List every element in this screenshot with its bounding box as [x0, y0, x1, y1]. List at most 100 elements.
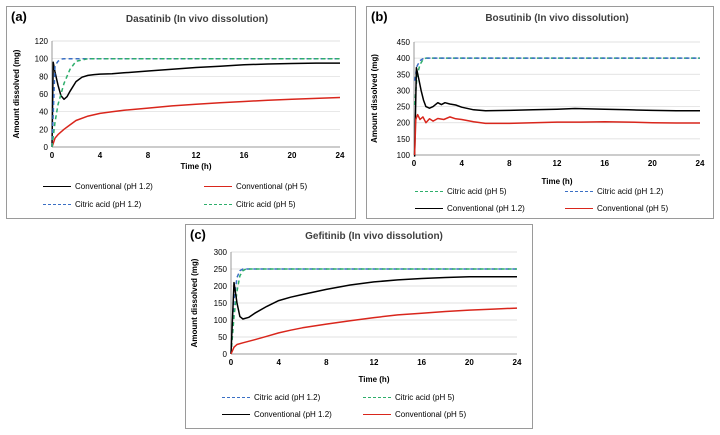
y-tick-label: 300 [214, 248, 228, 257]
y-tick-label: 120 [35, 37, 49, 46]
legend-label: Conventional (pH 1.2) [75, 182, 153, 191]
y-tick-label: 60 [39, 90, 48, 99]
legend-label: Conventional (pH 5) [236, 182, 308, 191]
series-line-conventional-ph-5 [51, 96, 341, 148]
x-tick-label: 12 [192, 151, 201, 160]
legend-label: Conventional (pH 1.2) [254, 410, 332, 419]
legend-label: Conventional (pH 5) [395, 410, 467, 419]
chart-svg-c: Gefitinib (In vivo dissolution) 0 50 100 150… [190, 231, 522, 384]
legend-item: Conventional (pH 1.2) [222, 410, 332, 419]
legend-line-icon [565, 208, 593, 209]
panel-label-b: (b) [371, 9, 388, 24]
y-tick-label: 250 [214, 265, 228, 274]
series-line-citric-acid-ph-5 [51, 57, 340, 148]
y-tick-label: 400 [397, 54, 411, 63]
series-line-citric-acid-ph-5 [230, 268, 517, 355]
chart-title: Dasatinib (In vivo dissolution) [126, 14, 268, 25]
y-tick-label: 0 [223, 350, 228, 359]
y-tick-label: 350 [397, 70, 411, 79]
legend-line-icon [565, 191, 593, 192]
legend-line-icon [43, 186, 71, 187]
x-tick-label: 8 [324, 358, 329, 367]
x-tick-label: 12 [370, 358, 379, 367]
legend-line-icon [204, 204, 232, 205]
y-tick-label: 100 [35, 55, 49, 64]
y-tick-label: 20 [39, 125, 48, 134]
y-tick-label: 100 [214, 316, 228, 325]
y-tick-label: 200 [397, 119, 411, 128]
y-tick-label: 0 [44, 143, 49, 152]
y-tick-label: 300 [397, 86, 411, 95]
y-tick-label: 50 [218, 333, 227, 342]
x-tick-label: 24 [513, 358, 522, 367]
y-tick-label: 450 [397, 38, 411, 47]
x-tick-label: 8 [507, 159, 512, 168]
x-tick-label: 20 [288, 151, 297, 160]
chart-title: Bosutinib (In vivo dissolution) [485, 13, 628, 24]
y-axis-label: Amount dissolved (mg) [370, 54, 379, 143]
x-tick-label: 0 [50, 151, 55, 160]
legend-item: Conventional (pH 1.2) [43, 182, 153, 191]
x-tick-label: 4 [98, 151, 103, 160]
legend-line-icon [415, 191, 443, 192]
x-tick-label: 16 [417, 358, 426, 367]
y-tick-label: 150 [397, 135, 411, 144]
x-axis-label: Time (h) [359, 375, 390, 384]
series-line-citric-acid-ph-1-2 [51, 57, 340, 148]
legend-line-icon [222, 414, 250, 415]
y-axis-label: Amount dissolved (mg) [190, 258, 199, 347]
series-line-citric-acid-ph-5 [413, 57, 700, 106]
legend-label: Citric acid (pH 5) [236, 200, 296, 209]
chart-panel-a: (a) Dasatinib (In vivo dissolution) 0 20 40… [6, 6, 356, 219]
legend-label: Citric acid (pH 5) [395, 393, 455, 402]
legend-label: Conventional (pH 5) [597, 204, 669, 213]
legend-label: Conventional (pH 1.2) [447, 204, 525, 213]
x-tick-label: 24 [696, 159, 705, 168]
series-line-conventional-ph-1-2 [230, 276, 517, 355]
y-tick-label: 40 [39, 108, 48, 117]
series-line-conventional-ph-5 [413, 113, 700, 156]
legend-label: Citric acid (pH 1.2) [597, 187, 664, 196]
x-tick-label: 4 [459, 159, 464, 168]
legend-item: Citric acid (pH 5) [415, 187, 507, 196]
y-tick-label: 200 [214, 282, 228, 291]
x-tick-label: 16 [240, 151, 249, 160]
legend-label: Citric acid (pH 1.2) [75, 200, 142, 209]
x-tick-label: 24 [336, 151, 345, 160]
legend-line-icon [43, 204, 71, 205]
legend-label: Citric acid (pH 1.2) [254, 393, 321, 402]
series-line-conventional-ph-5 [230, 307, 518, 355]
x-tick-label: 16 [600, 159, 609, 168]
y-tick-label: 150 [214, 299, 228, 308]
legend-item: Citric acid (pH 1.2) [43, 200, 141, 209]
chart-panel-c: (c) Gefitinib (In vivo dissolution) 0 50 10… [185, 224, 533, 429]
y-axis-label: Amount dissolved (mg) [12, 49, 21, 138]
legend-line-icon [363, 397, 391, 398]
legend-item: Conventional (pH 5) [565, 204, 668, 213]
x-tick-label: 20 [465, 358, 474, 367]
legend-item: Conventional (pH 5) [204, 182, 307, 191]
chart-panel-b: (b) Bosutinib (In vivo dissolution) 100 15… [366, 6, 714, 219]
series-line-conventional-ph-1-2 [413, 67, 700, 157]
legend-item: Conventional (pH 1.2) [415, 204, 525, 213]
legend-item: Citric acid (pH 1.2) [565, 187, 663, 196]
x-tick-label: 20 [648, 159, 657, 168]
x-tick-label: 8 [146, 151, 151, 160]
x-tick-label: 4 [276, 358, 281, 367]
y-tick-label: 250 [397, 103, 411, 112]
chart-title: Gefitinib (In vivo dissolution) [305, 231, 443, 242]
legend-line-icon [415, 208, 443, 209]
legend-item: Citric acid (pH 5) [204, 200, 296, 209]
series-line-conventional-ph-1-2 [51, 61, 340, 148]
panel-label-c: (c) [190, 227, 206, 242]
x-tick-label: 0 [229, 358, 234, 367]
y-tick-label: 80 [39, 72, 48, 81]
y-tick-label: 100 [397, 151, 411, 160]
x-tick-label: 0 [412, 159, 417, 168]
chart-svg-b: Bosutinib (In vivo dissolution)100150200… [370, 13, 705, 186]
panel-label-a: (a) [11, 9, 27, 24]
x-tick-label: 12 [553, 159, 562, 168]
legend-label: Citric acid (pH 5) [447, 187, 507, 196]
series-line-citric-acid-ph-1-2 [413, 57, 700, 81]
legend-line-icon [222, 397, 250, 398]
